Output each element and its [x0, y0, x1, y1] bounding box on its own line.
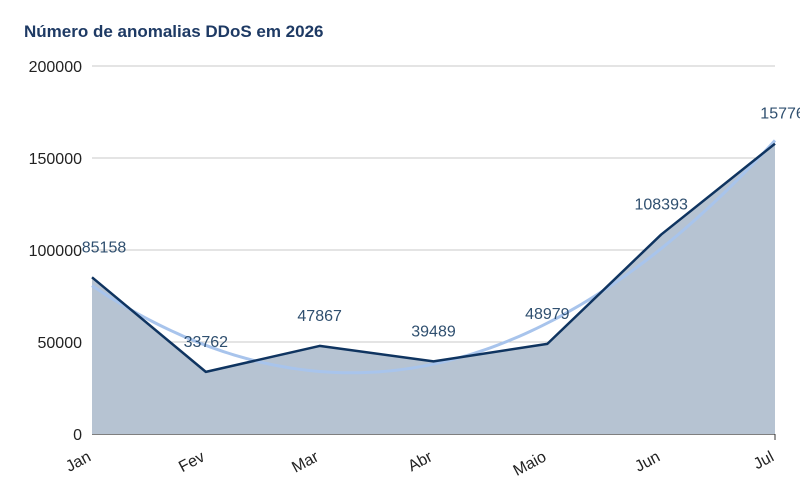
line-layer [91, 142, 776, 374]
area-fill [92, 143, 775, 434]
y-tick-label: 0 [73, 427, 82, 444]
y-tick-label: 200000 [29, 59, 82, 76]
chart-title: Número de anomalias DDoS em 2026 [24, 22, 324, 41]
y-tick-label: 150000 [29, 151, 82, 168]
y-tick-labels: 0 50000 100000 150000 200000 [29, 59, 82, 444]
x-tick-label: Jun [632, 449, 663, 476]
x-tick-label: Jul [751, 449, 777, 474]
x-tick-labels: Jan Fev Mar Abr Maio Jun Jul [63, 448, 777, 480]
x-tick-label: Maio [511, 448, 550, 479]
area-layer [92, 143, 775, 434]
trendline [91, 139, 777, 375]
data-label: 47867 [297, 308, 342, 325]
data-label: 39489 [411, 323, 456, 340]
x-tick-label: Fev [176, 449, 208, 477]
y-tick-label: 50000 [38, 335, 83, 352]
x-tick-label: Mar [289, 448, 322, 476]
x-tick-label: Abr [405, 448, 436, 475]
trendline-layer [91, 139, 777, 375]
series-line [91, 142, 776, 374]
x-tick-label: Jan [63, 449, 94, 476]
data-label: 85158 [82, 239, 127, 256]
data-label: 157768 [760, 106, 800, 123]
data-label: 33762 [184, 334, 229, 351]
y-tick-label: 100000 [29, 243, 82, 260]
data-label: 108393 [634, 197, 687, 214]
data-label: 48979 [525, 306, 570, 323]
data-labels: 85158 33762 47867 39489 48979 108393 157768 [82, 106, 800, 351]
